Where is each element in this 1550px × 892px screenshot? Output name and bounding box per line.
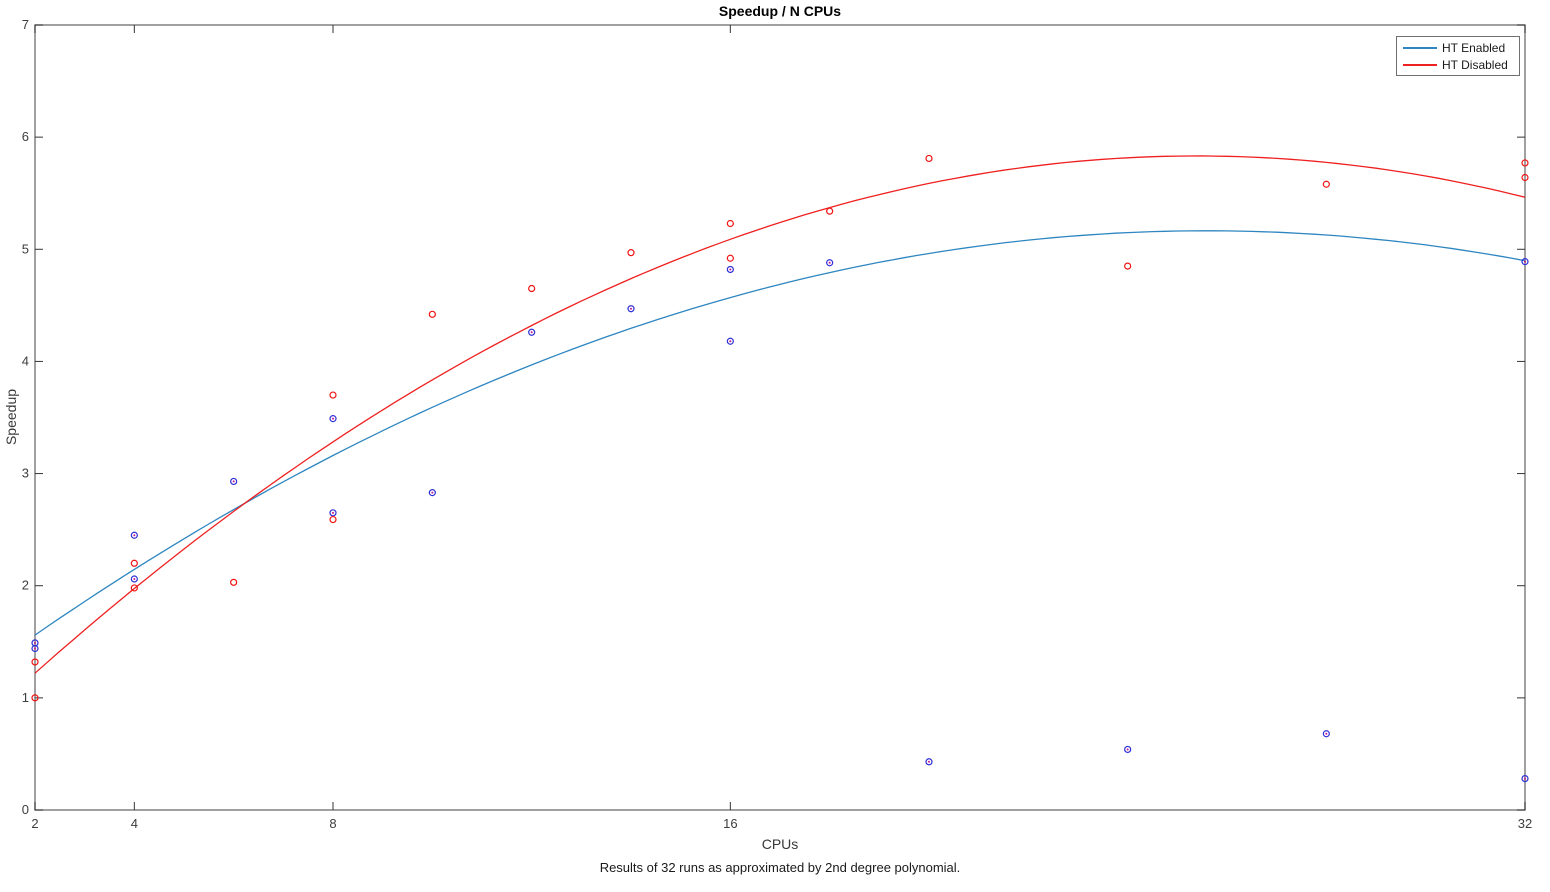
data-point-center-ht-enabled [1126,748,1129,751]
x-tick-label: 8 [329,816,336,831]
data-point-ht-disabled [925,154,933,163]
data-point-ht-disabled [329,515,337,524]
data-point-ht-disabled [1322,180,1330,188]
data-point-ht-enabled [1124,745,1132,754]
data-point-ht-enabled [726,337,734,345]
x-tick-label: 16 [723,816,737,831]
data-point-ht-disabled [826,207,834,215]
data-point-center-ht-enabled [729,340,732,343]
data-point-center-ht-enabled [530,331,533,334]
data-point-ht-enabled [1521,258,1529,266]
chart-caption: Results of 32 runs as approximated by 2n… [599,860,961,875]
data-point-ht-disabled [230,578,238,586]
data-point-ht-enabled [428,489,436,497]
data-point-ht-enabled [925,758,933,766]
data-point-center-ht-enabled [332,511,334,514]
data-point-ht-disabled [31,694,39,702]
data-point-ht-enabled [826,259,834,267]
data-point-ht-enabled [329,415,337,423]
data-point-center-ht-enabled [828,261,831,264]
fit-curve-ht-enabled [34,230,1526,636]
data-point-ht-disabled [528,284,536,293]
data-point-ht-disabled [627,249,635,257]
chart-title: Speedup / N CPUs [718,3,842,19]
data-point-center-ht-enabled [431,491,434,494]
y-axis-label: Speedup [3,388,19,446]
data-point-center-ht-enabled [34,641,36,644]
legend-line-sample-blue [1403,46,1437,49]
data-point-ht-disabled [329,391,337,399]
data-point-center-ht-enabled [332,417,334,420]
data-point-ht-enabled [130,575,138,583]
data-point-center-ht-enabled [1524,260,1526,263]
x-axis-label: CPUs [761,836,799,852]
y-tick-label: 1 [22,690,29,705]
y-tick-label: 3 [22,466,29,481]
data-point-ht-disabled [1521,173,1529,182]
legend-item-ht-disabled: HT Disabled [1403,57,1513,72]
data-point-center-ht-enabled [1325,732,1328,735]
data-point-ht-enabled [130,531,138,539]
data-point-ht-enabled [329,509,337,517]
data-point-center-ht-enabled [729,268,732,271]
y-tick-label: 4 [22,353,29,368]
y-tick-label: 0 [22,802,29,817]
y-tick-label: 2 [22,578,29,593]
data-point-ht-enabled [627,305,635,313]
y-tick-label: 6 [22,129,29,144]
y-tick-label: 7 [22,17,29,32]
fit-curve-ht-disabled [34,155,1526,674]
legend: HT Enabled HT Disabled [1396,36,1520,76]
y-tick-label: 5 [22,241,29,256]
data-point-center-ht-enabled [34,647,36,650]
legend-line-sample-red [1403,63,1437,66]
data-point-ht-disabled [1521,159,1529,167]
data-point-ht-disabled [726,254,734,262]
data-point-ht-disabled [130,584,138,592]
data-point-ht-enabled [31,644,39,653]
x-tick-label: 4 [131,816,138,831]
data-point-ht-enabled [528,328,536,336]
data-point-ht-disabled [130,559,138,567]
data-point-center-ht-enabled [1524,777,1526,780]
x-tick-label: 2 [31,816,38,831]
data-point-ht-enabled [230,477,238,486]
data-point-ht-enabled [726,265,734,274]
data-point-ht-enabled [1521,774,1529,783]
data-point-center-ht-enabled [928,760,930,763]
data-point-ht-disabled [428,310,436,318]
data-point-ht-disabled [1124,262,1132,270]
legend-item-ht-enabled: HT Enabled [1403,40,1513,55]
legend-label: HT Enabled [1442,40,1506,55]
data-point-ht-enabled [1322,730,1330,738]
data-point-center-ht-enabled [133,577,136,580]
data-point-ht-disabled [31,658,39,666]
data-point-center-ht-enabled [133,534,136,537]
legend-label: HT Disabled [1442,57,1508,72]
data-point-center-ht-enabled [630,307,632,310]
x-tick-label: 32 [1518,816,1532,831]
data-point-ht-disabled [726,219,734,228]
data-point-center-ht-enabled [232,480,235,483]
plot-border [34,24,1526,811]
